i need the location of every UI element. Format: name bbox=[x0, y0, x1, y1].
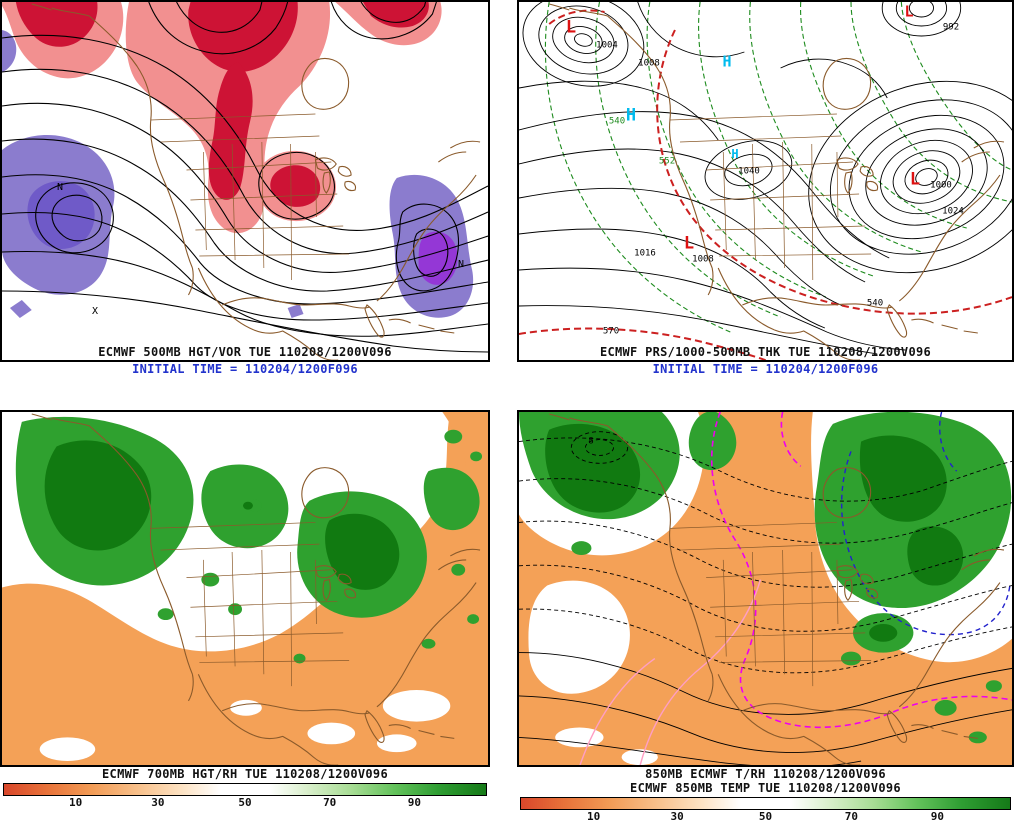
rh-colorbar-ticks: 10 30 50 70 90 bbox=[3, 796, 487, 809]
map-700mb-rh bbox=[0, 410, 490, 767]
map-graphic-500mb bbox=[2, 2, 488, 360]
map-850mb-t-rh: 8 bbox=[517, 410, 1014, 767]
colorbar-tick: 10 bbox=[587, 810, 601, 823]
critical-thickness-red bbox=[519, 9, 1012, 360]
initial-time-prs: INITIAL TIME = 110204/1200F096 bbox=[652, 362, 879, 376]
map-graphic-prs bbox=[519, 2, 1012, 360]
zero-isotherm-magenta bbox=[711, 412, 1012, 729]
colorbar-tick: 10 bbox=[68, 796, 83, 809]
colorbar-tick: 70 bbox=[844, 810, 859, 823]
colorbar-tick: 50 bbox=[238, 796, 252, 809]
rh-colorbar-ticks: 10 30 50 70 90 bbox=[520, 810, 1011, 823]
panel-caption-700mb: ECMWF 700MB HGT/RH TUE 110208/1200V096 bbox=[102, 767, 388, 781]
panel-caption-500mb: ECMWF 500MB HGT/VOR TUE 110208/1200V096 bbox=[98, 345, 392, 359]
rh-colorbar-850mb: 10 30 50 70 90 bbox=[520, 797, 1011, 823]
panel-caption-850mb-line2: ECMWF 850MB TEMP TUE 110208/1200V096 bbox=[630, 781, 901, 795]
rh-colorbar-700mb: 10 30 50 70 90 bbox=[3, 783, 487, 809]
rh-colorbar-gradient bbox=[520, 797, 1011, 810]
height-contours bbox=[2, 2, 488, 353]
map-prs-thickness: L L L L H H H 1004 1008 1016 1008 1040 1024 1000 992 54… bbox=[517, 0, 1014, 362]
map-graphic-700mb bbox=[2, 412, 488, 765]
initial-time-500mb: INITIAL TIME = 110204/1200F096 bbox=[132, 362, 358, 376]
colorbar-tick: 50 bbox=[758, 810, 773, 823]
colorbar-tick: 70 bbox=[323, 796, 337, 809]
colorbar-tick: 90 bbox=[407, 796, 422, 809]
rh-very-high-shading bbox=[44, 440, 400, 590]
panel-prs-thickness: L L L L H H H 1004 1008 1016 1008 1040 1024 1000 992 54… bbox=[517, 0, 1014, 376]
map-graphic-850mb bbox=[519, 412, 1012, 765]
rh-very-high-shading bbox=[545, 423, 964, 642]
cold-isotherm-blue bbox=[840, 412, 1011, 636]
panel-850mb-t-rh: 8 850MB ECMWF T/RH 110208/1200V096 ECMWF… bbox=[517, 410, 1014, 823]
panel-caption-prs: ECMWF PRS/1000-500MB THK TUE 110208/1200… bbox=[599, 345, 932, 359]
colorbar-tick: 30 bbox=[151, 796, 165, 809]
thickness-contours-green bbox=[544, 2, 1012, 333]
rh-colorbar-gradient bbox=[3, 783, 487, 796]
panel-700mb-rh: ECMWF 700MB HGT/RH TUE 110208/1200V096 1… bbox=[0, 410, 490, 809]
panel-caption-850mb-line1: 850MB ECMWF T/RH 110208/1200V096 bbox=[645, 767, 886, 781]
colorbar-tick: 90 bbox=[930, 810, 944, 823]
warm-isotherm-pink bbox=[579, 579, 762, 765]
colorbar-tick: 30 bbox=[670, 810, 684, 823]
